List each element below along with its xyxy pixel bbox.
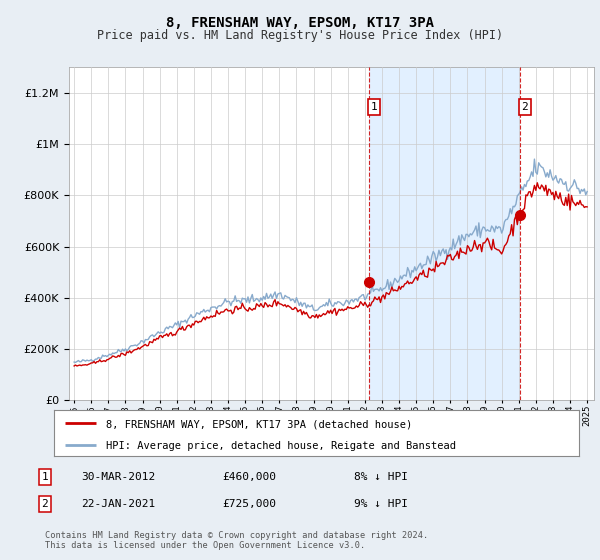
Text: HPI: Average price, detached house, Reigate and Banstead: HPI: Average price, detached house, Reig…: [107, 441, 457, 451]
Text: 8, FRENSHAM WAY, EPSOM, KT17 3PA: 8, FRENSHAM WAY, EPSOM, KT17 3PA: [166, 16, 434, 30]
Text: 9% ↓ HPI: 9% ↓ HPI: [354, 499, 408, 509]
Text: £725,000: £725,000: [222, 499, 276, 509]
Text: 2: 2: [521, 102, 528, 112]
Text: Price paid vs. HM Land Registry's House Price Index (HPI): Price paid vs. HM Land Registry's House …: [97, 29, 503, 42]
Text: 8% ↓ HPI: 8% ↓ HPI: [354, 472, 408, 482]
Bar: [369, 67, 520, 400]
Text: £460,000: £460,000: [222, 472, 276, 482]
Text: 1: 1: [41, 472, 49, 482]
Text: 22-JAN-2021: 22-JAN-2021: [81, 499, 155, 509]
Text: Contains HM Land Registry data © Crown copyright and database right 2024.
This d: Contains HM Land Registry data © Crown c…: [45, 531, 428, 550]
Text: 30-MAR-2012: 30-MAR-2012: [81, 472, 155, 482]
Text: 2: 2: [41, 499, 49, 509]
Text: 1: 1: [371, 102, 377, 112]
Text: 8, FRENSHAM WAY, EPSOM, KT17 3PA (detached house): 8, FRENSHAM WAY, EPSOM, KT17 3PA (detach…: [107, 419, 413, 430]
